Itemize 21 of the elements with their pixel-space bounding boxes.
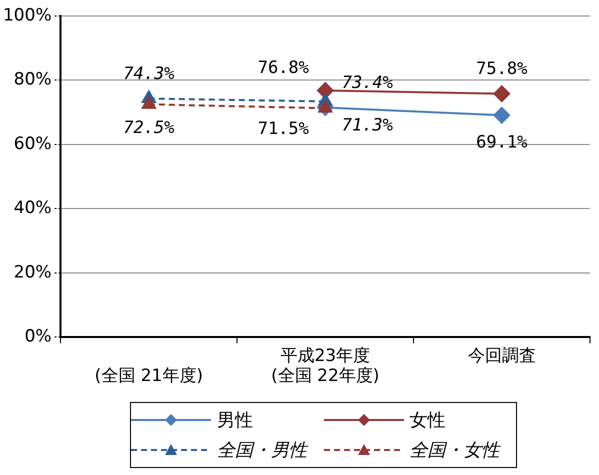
legend-label: 男性 <box>217 409 253 432</box>
x-tick-label: 平成23年度 (全国 22年度) <box>271 346 380 386</box>
data-label: 71.3% <box>342 116 393 136</box>
data-label: 69.1% <box>476 132 528 153</box>
data-label: 75.8% <box>476 59 528 80</box>
y-tick-label: 0% <box>24 326 52 347</box>
y-tick-label: 80% <box>14 70 52 90</box>
data-label: 76.8% <box>258 58 309 78</box>
x-tick-label: 今回調査 <box>468 346 536 366</box>
y-tick-label: 20% <box>14 262 52 282</box>
data-label: 74.3% <box>123 64 174 84</box>
data-label: 71.5% <box>258 118 309 139</box>
y-tick-label: 60% <box>14 134 52 154</box>
y-tick-label: 40% <box>14 198 52 218</box>
x-tick-label: (全国 21年度) <box>94 366 203 386</box>
data-label: 73.4% <box>342 72 393 93</box>
legend-label: 全国・女性 <box>410 439 500 462</box>
data-label: 72.5% <box>123 118 174 138</box>
y-tick-label: 100% <box>2 5 52 26</box>
legend-label: 女性 <box>410 409 446 432</box>
legend-label: 全国・男性 <box>217 439 307 462</box>
